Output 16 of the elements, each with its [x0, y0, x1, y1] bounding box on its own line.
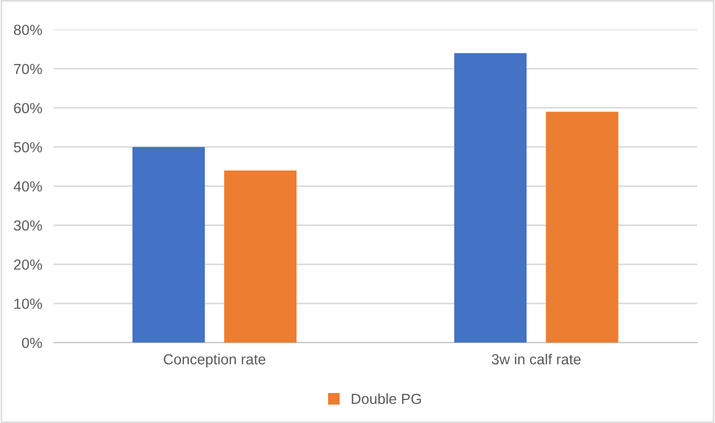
- y-tick-label: 40%: [14, 181, 42, 192]
- y-tick-label: 20%: [14, 259, 42, 270]
- y-tick-label: 0%: [22, 338, 42, 348]
- x-tick-label: 3w in calf rate: [492, 354, 581, 364]
- y-tick-label: 10%: [14, 298, 42, 309]
- bar: [224, 170, 297, 343]
- x-tick-label: Conception rate: [164, 354, 266, 368]
- bar: [454, 53, 527, 343]
- bar: [132, 146, 205, 343]
- legend-label: Double PG: [352, 393, 421, 404]
- y-tick-label: 60%: [14, 102, 42, 114]
- y-tick-label: 30%: [14, 220, 42, 231]
- y-tick-label: 70%: [14, 64, 42, 74]
- y-tick-label: 80%: [14, 24, 42, 36]
- y-tick-label: 50%: [14, 142, 42, 152]
- bar: [546, 112, 618, 343]
